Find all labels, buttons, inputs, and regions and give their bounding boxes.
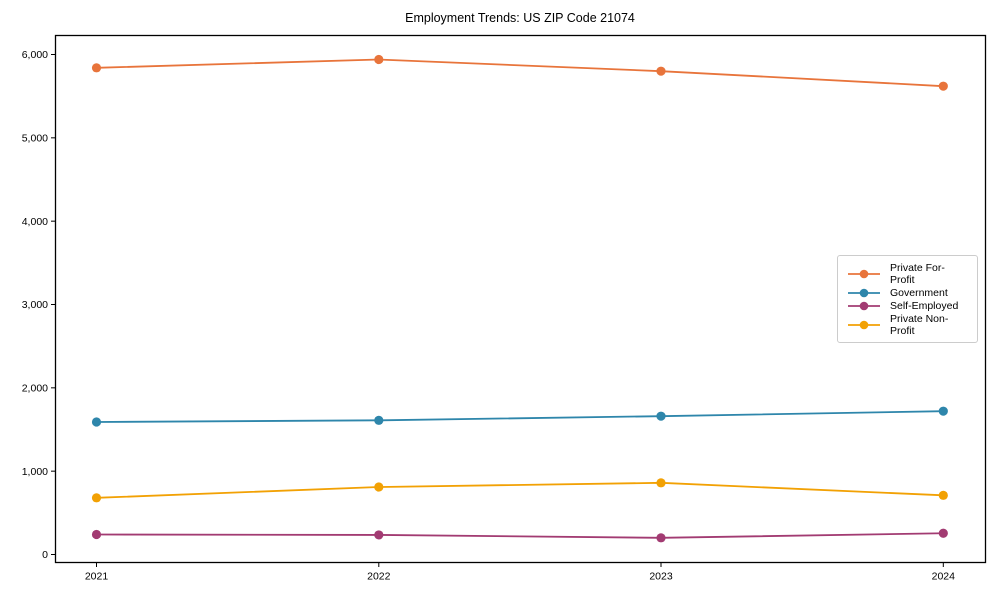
legend-marker-government: [848, 288, 880, 297]
data-point-self-employed: [656, 533, 666, 543]
data-point-self-employed: [374, 530, 384, 540]
data-point-private-for-profit: [374, 54, 384, 65]
data-point-government: [374, 415, 384, 425]
x-tick-label: 2021: [85, 571, 109, 583]
plot-frame: [54, 34, 987, 564]
y-tick-label: 6,000: [22, 49, 48, 61]
legend-label: Government: [890, 286, 948, 299]
y-tick-label: 1,000: [22, 466, 48, 478]
y-tick-label: 4,000: [22, 216, 48, 228]
legend-item-self-employed: Self-Employed: [847, 300, 968, 312]
x-tick-label: 2022: [367, 571, 391, 583]
data-point-private-non-profit: [938, 490, 948, 500]
legend-dot: [859, 288, 869, 297]
data-point-self-employed: [938, 528, 948, 538]
legend-label: Private For-Profit: [890, 261, 945, 286]
legend-item-government: Government: [847, 287, 968, 299]
data-point-private-for-profit: [91, 63, 102, 73]
data-point-private-non-profit: [656, 478, 666, 488]
legend-label: Private Non-Profit: [890, 312, 949, 337]
data-point-government: [938, 406, 948, 416]
legend-dot: [859, 269, 869, 278]
data-point-private-for-profit: [656, 66, 666, 76]
y-tick-label: 2,000: [22, 383, 48, 395]
legend-label: Self-Employed: [890, 299, 959, 312]
data-point-private-non-profit: [91, 493, 102, 503]
x-tick-label: 2023: [649, 571, 673, 583]
legend-dot: [859, 301, 869, 310]
y-tick-label: 0: [42, 549, 48, 561]
series-line-self-employed: [96, 532, 944, 539]
series-line-private-non-profit: [96, 481, 944, 499]
legend-item-private-for-profit: Private For-Profit: [847, 262, 968, 286]
legend: Private For-Profit Government Self-Employe…: [837, 255, 978, 343]
series-line-private-for-profit: [96, 58, 944, 88]
data-point-government: [91, 417, 102, 427]
y-tick-label: 5,000: [22, 133, 48, 145]
legend-marker-private-for-profit: [848, 269, 880, 278]
x-tick-label: 2024: [932, 571, 956, 583]
legend-marker-private-non-profit: [848, 320, 880, 329]
data-point-private-non-profit: [374, 482, 384, 492]
data-point-private-for-profit: [938, 81, 948, 91]
data-point-government: [656, 411, 666, 421]
y-tick-label: 3,000: [22, 299, 48, 311]
legend-dot: [859, 320, 869, 329]
data-point-self-employed: [91, 529, 102, 540]
legend-marker-self-employed: [848, 301, 880, 310]
legend-item-private-non-profit: Private Non-Profit: [847, 313, 968, 337]
chart-title: Employment Trends: US ZIP Code 21074: [405, 11, 635, 25]
series-line-government: [96, 410, 944, 423]
